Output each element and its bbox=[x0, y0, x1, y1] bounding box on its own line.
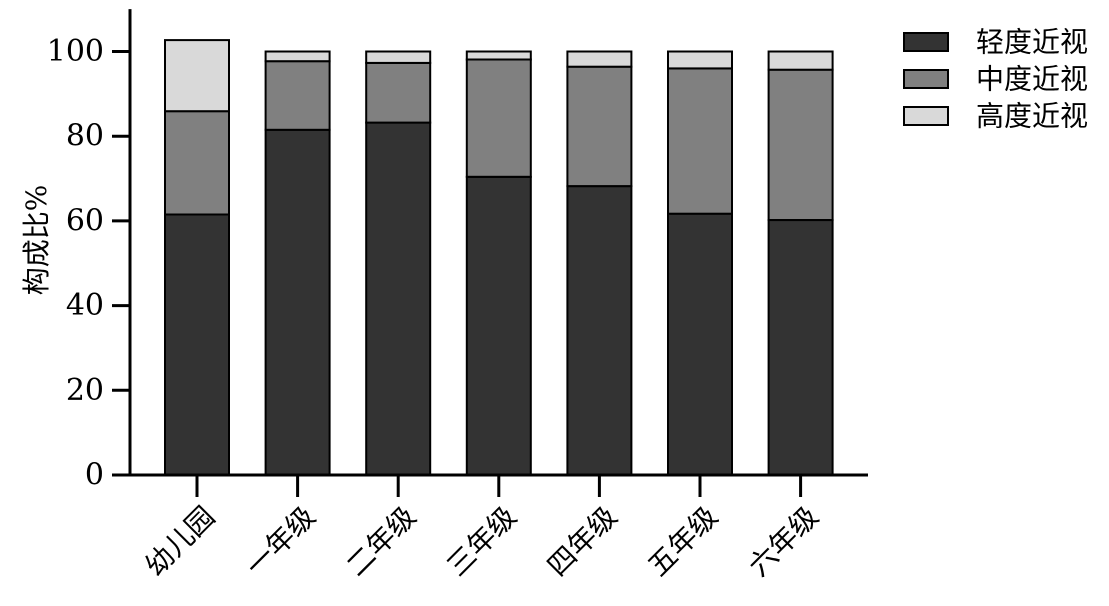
y-tick-label: 0 bbox=[85, 458, 104, 493]
y-tick-label: 40 bbox=[66, 288, 104, 323]
x-tick-label: 一年级 bbox=[239, 500, 322, 583]
legend-label: 中度近视 bbox=[976, 63, 1088, 96]
y-tick-label: 100 bbox=[47, 34, 104, 69]
legend-label: 高度近视 bbox=[976, 100, 1088, 133]
bar-segment-1-1 bbox=[164, 213, 230, 476]
bar-segment-1-4 bbox=[465, 175, 532, 476]
bar-segment-1-5 bbox=[566, 185, 633, 476]
x-tick-label: 三年级 bbox=[440, 500, 523, 583]
legend-label: 轻度近视 bbox=[976, 26, 1088, 59]
bar-segment-3-1 bbox=[164, 39, 230, 113]
legend-swatch bbox=[903, 32, 949, 52]
y-axis-label: 构成比% bbox=[20, 185, 53, 296]
bar-segment-2-4 bbox=[465, 58, 532, 178]
x-tick-label: 二年级 bbox=[340, 500, 423, 583]
legend-swatch bbox=[903, 106, 949, 126]
bar-segment-3-5 bbox=[566, 50, 633, 68]
bar-segment-3-3 bbox=[365, 50, 432, 64]
bar-segment-2-3 bbox=[365, 61, 432, 124]
y-tick-label: 60 bbox=[66, 203, 104, 238]
x-tick-labels: 幼儿园 一年级 二年级 三年级 四年级 五年级 六年级 bbox=[139, 500, 825, 583]
y-tick-label: 20 bbox=[66, 373, 104, 408]
bar-segment-1-3 bbox=[365, 121, 432, 476]
bars-layer bbox=[164, 39, 834, 477]
legend-swatch bbox=[903, 69, 949, 89]
bar-segment-2-6 bbox=[667, 67, 733, 215]
bar-segment-2-1 bbox=[164, 110, 230, 216]
bar-segment-2-5 bbox=[566, 65, 633, 188]
y-tick-label: 80 bbox=[66, 119, 104, 154]
bar-segment-1-7 bbox=[767, 219, 834, 476]
bar-segment-2-7 bbox=[767, 68, 834, 221]
bar-segment-2-2 bbox=[264, 60, 331, 131]
bar-segment-3-7 bbox=[767, 50, 834, 71]
bar-segment-1-6 bbox=[667, 212, 733, 476]
bar-segment-3-4 bbox=[465, 50, 532, 61]
bar-segment-3-2 bbox=[264, 50, 331, 63]
bar-segment-3-6 bbox=[667, 50, 733, 70]
x-tick-label: 五年级 bbox=[642, 500, 725, 583]
x-tick-label: 四年级 bbox=[541, 500, 624, 583]
ticks-layer: 0 20 40 60 80 100 bbox=[47, 34, 803, 497]
x-tick-label: 六年级 bbox=[742, 500, 825, 583]
bar-segment-1-2 bbox=[264, 128, 331, 477]
x-tick-label: 幼儿园 bbox=[139, 500, 222, 583]
